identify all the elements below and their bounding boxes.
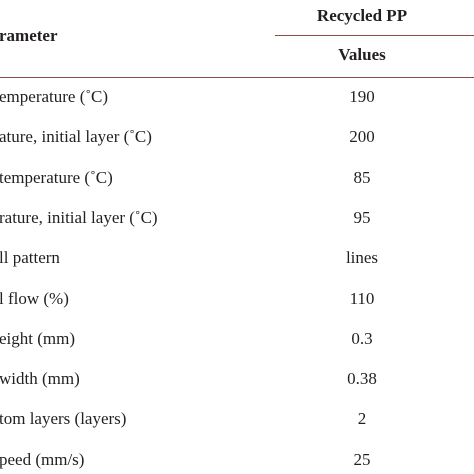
header-rule xyxy=(275,35,474,36)
value-cell: 2 xyxy=(357,409,367,429)
header-bottom-rule xyxy=(0,77,474,78)
value-cell: 200 xyxy=(349,127,375,147)
parameter-cell: emperature (˚C) xyxy=(0,87,109,106)
parameter-cell: ll pattern xyxy=(0,248,60,268)
column-group-header: Recycled PP xyxy=(316,6,408,25)
value-cell: 0.3 xyxy=(351,328,373,348)
value-cell: 95 xyxy=(353,207,371,227)
value-cell: 0.38 xyxy=(347,369,377,389)
column-header: rameter xyxy=(0,26,58,45)
parameter-cell: eight (mm) xyxy=(0,328,76,348)
parameter-cell: width (mm) xyxy=(0,369,80,389)
value-cell: 85 xyxy=(353,167,371,187)
value-cell: 25 xyxy=(353,449,371,469)
value-cell: lines xyxy=(345,248,379,268)
value-cell: 190 xyxy=(349,87,375,106)
parameter-cell: l flow (%) xyxy=(0,288,69,308)
parameter-cell: tom layers (layers) xyxy=(0,409,127,429)
parameter-cell: temperature (˚C) xyxy=(0,167,113,187)
parameter-cell: rature, initial layer (˚C) xyxy=(0,207,158,227)
value-cell: 110 xyxy=(349,288,375,308)
parameter-cell: peed (mm/s) xyxy=(0,449,85,469)
parameter-cell: ature, initial layer (˚C) xyxy=(0,127,152,147)
column-header: Values xyxy=(338,45,386,64)
